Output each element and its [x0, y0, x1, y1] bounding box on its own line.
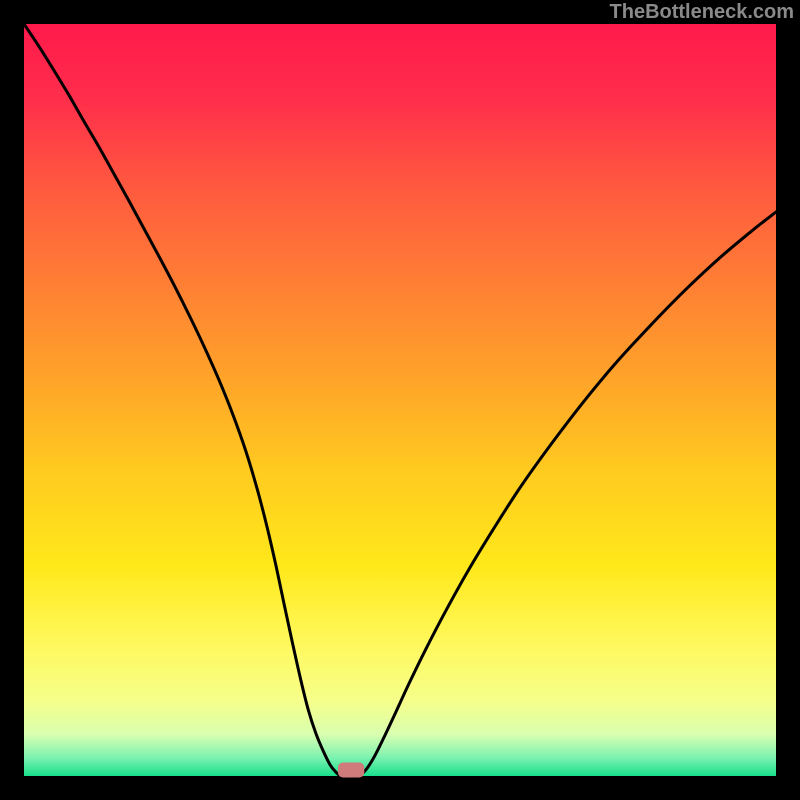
watermark-text: TheBottleneck.com	[610, 0, 794, 24]
optimum-marker	[338, 762, 364, 777]
bottleneck-curve-chart	[0, 0, 800, 800]
chart-root: { "watermark": { "text": "TheBottleneck.…	[0, 0, 800, 800]
plot-background	[24, 24, 776, 776]
